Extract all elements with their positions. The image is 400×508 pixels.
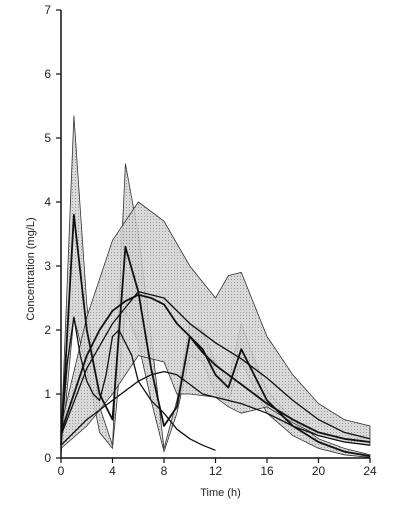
y-tick-label: 4	[44, 195, 51, 209]
x-tick-label: 12	[209, 464, 223, 478]
y-tick-label: 7	[44, 3, 51, 17]
y-tick-label: 3	[44, 259, 51, 273]
series-line-4	[60, 370, 371, 446]
x-tick-label: 20	[312, 464, 326, 478]
confidence-bands	[60, 115, 371, 458]
x-tick-label: 0	[58, 464, 65, 478]
x-tick-label: 4	[109, 464, 116, 478]
x-tick-label: 8	[161, 464, 168, 478]
y-tick-label: 5	[44, 131, 51, 145]
y-tick-label: 2	[44, 323, 51, 337]
series-line-3	[60, 316, 216, 451]
y-axis-title: Concentration (mg/L)	[25, 217, 37, 320]
x-tick-label: 24	[363, 464, 377, 478]
confidence-band-2	[60, 201, 371, 450]
series-line-5	[60, 293, 371, 443]
series-line-2	[60, 290, 371, 440]
y-tick-label: 1	[44, 387, 51, 401]
x-tick-label: 16	[260, 464, 274, 478]
y-tick-label: 6	[44, 67, 51, 81]
x-axis-title: Time (h)	[200, 487, 241, 499]
y-tick-label: 0	[44, 451, 51, 465]
series-lines	[60, 213, 371, 457]
